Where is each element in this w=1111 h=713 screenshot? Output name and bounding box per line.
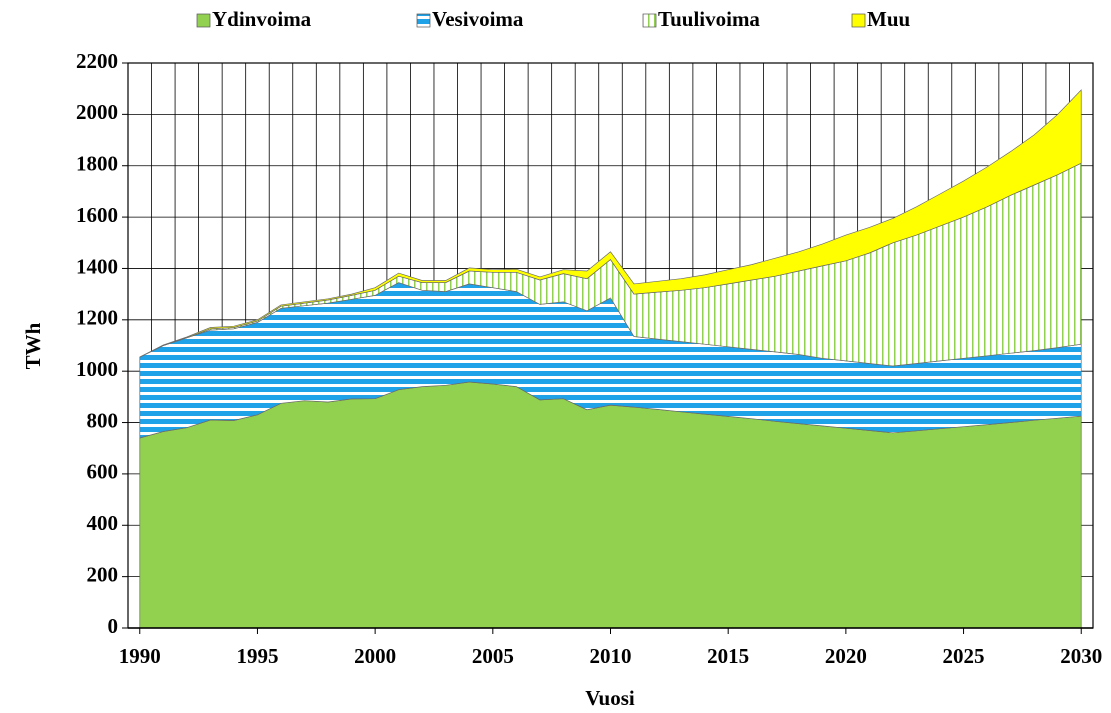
legend-swatch bbox=[196, 13, 211, 28]
x-tick-label: 1995 bbox=[236, 644, 278, 668]
x-tick-label: 2010 bbox=[590, 644, 632, 668]
y-tick-label: 200 bbox=[87, 562, 119, 586]
y-tick-label: 0 bbox=[108, 614, 119, 638]
legend-label: Muu bbox=[867, 7, 911, 31]
y-axis-label: TWh bbox=[21, 322, 45, 369]
x-tick-label: 1990 bbox=[119, 644, 161, 668]
legend-swatch bbox=[642, 13, 657, 28]
y-tick-label: 2200 bbox=[76, 49, 118, 73]
x-tick-label: 2025 bbox=[943, 644, 985, 668]
x-tick-label: 2030 bbox=[1060, 644, 1102, 668]
y-tick-label: 600 bbox=[87, 460, 119, 484]
y-tick-label: 800 bbox=[87, 408, 119, 432]
y-tick-label: 1400 bbox=[76, 254, 118, 278]
area bbox=[139, 89, 1082, 358]
y-tick-label: 1800 bbox=[76, 152, 118, 176]
legend-label: Tuulivoima bbox=[658, 7, 760, 31]
y-tick-label: 2000 bbox=[76, 100, 118, 124]
y-tick-label: 1200 bbox=[76, 306, 118, 330]
y-tick-label: 400 bbox=[87, 511, 119, 535]
y-tick-label: 1000 bbox=[76, 357, 118, 381]
x-tick-label: 2015 bbox=[707, 644, 749, 668]
x-tick-label: 2020 bbox=[825, 644, 867, 668]
y-tick-label: 1600 bbox=[76, 203, 118, 227]
x-axis-label: Vuosi bbox=[585, 686, 635, 710]
x-tick-label: 2005 bbox=[472, 644, 514, 668]
legend-swatch bbox=[851, 13, 866, 28]
legend-label: Ydinvoima bbox=[212, 7, 312, 31]
x-tick-label: 2000 bbox=[354, 644, 396, 668]
legend-label: Vesivoima bbox=[432, 7, 524, 31]
legend-swatch bbox=[416, 13, 431, 28]
